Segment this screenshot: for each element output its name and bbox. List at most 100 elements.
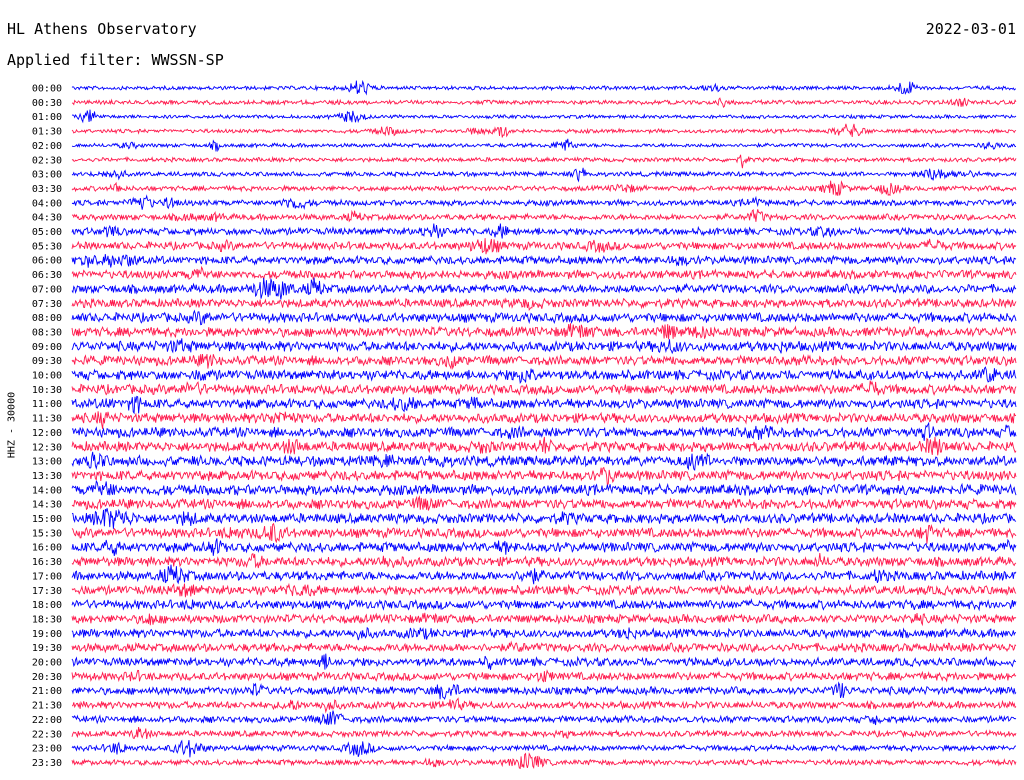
trace-row-0630 xyxy=(71,265,1017,281)
trace-row-1030 xyxy=(71,380,1017,396)
time-tick-label: 03:30 xyxy=(32,184,62,195)
trace-row-1100 xyxy=(71,395,1017,415)
time-tick-label: 12:30 xyxy=(32,442,62,453)
time-tick-label: 11:00 xyxy=(32,399,62,410)
time-tick-label: 10:30 xyxy=(32,385,62,396)
time-tick-label: 00:30 xyxy=(32,98,62,109)
trace-row-0430 xyxy=(71,208,1017,223)
time-tick-label: 07:00 xyxy=(32,284,62,295)
time-tick-label: 11:30 xyxy=(32,414,62,425)
trace-row-0900 xyxy=(71,338,1017,355)
time-tick-label: 21:00 xyxy=(32,686,62,697)
trace-row-2100 xyxy=(71,681,1017,700)
time-tick-label: 16:00 xyxy=(32,543,62,554)
time-tick-label: 20:00 xyxy=(32,658,62,669)
time-tick-label: 19:30 xyxy=(32,643,62,654)
trace-row-0130 xyxy=(71,123,1017,138)
trace-row-0230 xyxy=(71,154,1017,169)
time-tick-label: 08:30 xyxy=(32,327,62,338)
record-date: 2022-03-01 xyxy=(925,20,1016,38)
time-tick-label: 06:30 xyxy=(32,270,62,281)
time-tick-label: 20:30 xyxy=(32,672,62,683)
time-tick-label: 01:30 xyxy=(32,127,62,138)
trace-row-0300 xyxy=(71,167,1017,183)
trace-row-2030 xyxy=(71,669,1017,683)
trace-row-2300 xyxy=(71,739,1017,758)
time-tick-label: 01:00 xyxy=(32,112,62,123)
trace-row-0100 xyxy=(71,109,1017,124)
trace-row-0330 xyxy=(71,180,1017,197)
trace-row-1300 xyxy=(71,451,1017,472)
time-tick-label: 23:30 xyxy=(32,758,62,769)
trace-row-1930 xyxy=(71,640,1017,654)
trace-row-2230 xyxy=(71,727,1017,740)
time-tick-label: 22:30 xyxy=(32,729,62,740)
time-tick-label: 04:00 xyxy=(32,198,62,209)
trace-row-0830 xyxy=(71,323,1017,340)
time-tick-label: 08:00 xyxy=(32,313,62,324)
trace-row-1130 xyxy=(71,411,1017,429)
time-tick-label: 10:00 xyxy=(32,371,62,382)
time-tick-label: 03:00 xyxy=(32,170,62,181)
time-tick-label: 00:00 xyxy=(32,84,62,95)
trace-row-1700 xyxy=(71,564,1017,585)
time-tick-label: 04:30 xyxy=(32,213,62,224)
trace-row-0700 xyxy=(71,277,1017,300)
trace-row-0400 xyxy=(71,194,1017,211)
trace-row-2200 xyxy=(71,710,1017,726)
trace-row-0730 xyxy=(71,297,1017,311)
trace-row-1630 xyxy=(71,552,1017,569)
trace-row-1530 xyxy=(71,522,1017,544)
time-tick-label: 05:30 xyxy=(32,241,62,252)
trace-row-0200 xyxy=(71,138,1017,153)
time-tick-label: 17:00 xyxy=(32,571,62,582)
time-tick-label: 05:00 xyxy=(32,227,62,238)
trace-row-1800 xyxy=(71,598,1017,612)
filter-label: Applied filter: WWSSN-SP xyxy=(7,51,224,69)
time-tick-label: 21:30 xyxy=(32,701,62,712)
trace-row-1600 xyxy=(71,538,1017,556)
time-tick-label: 09:30 xyxy=(32,356,62,367)
time-tick-label: 15:30 xyxy=(32,528,62,539)
time-tick-label: 13:00 xyxy=(32,457,62,468)
time-tick-label: 07:30 xyxy=(32,299,62,310)
trace-row-0600 xyxy=(71,254,1017,268)
time-tick-label: 09:00 xyxy=(32,342,62,353)
time-tick-label: 02:30 xyxy=(32,155,62,166)
time-tick-label: 18:00 xyxy=(32,600,62,611)
observatory-title: HL Athens Observatory xyxy=(7,20,197,38)
trace-row-1400 xyxy=(71,479,1017,497)
time-tick-label: 17:30 xyxy=(32,586,62,597)
trace-row-1730 xyxy=(71,582,1017,598)
time-tick-label: 14:00 xyxy=(32,485,62,496)
trace-row-1330 xyxy=(71,466,1017,487)
time-tick-label: 23:00 xyxy=(32,744,62,755)
time-tick-label: 02:00 xyxy=(32,141,62,152)
trace-row-0530 xyxy=(71,238,1017,255)
time-tick-label: 12:00 xyxy=(32,428,62,439)
trace-row-2000 xyxy=(71,653,1017,670)
trace-row-1230 xyxy=(71,436,1017,456)
time-tick-label: 18:30 xyxy=(32,614,62,625)
trace-row-1430 xyxy=(71,495,1017,511)
trace-row-0800 xyxy=(71,309,1017,326)
trace-row-2130 xyxy=(71,697,1017,714)
time-tick-label: 19:00 xyxy=(32,629,62,640)
trace-row-0000 xyxy=(71,79,1017,96)
trace-row-1000 xyxy=(71,366,1017,385)
trace-row-0500 xyxy=(71,223,1017,239)
time-tick-label: 16:30 xyxy=(32,557,62,568)
time-tick-label: 06:00 xyxy=(32,256,62,267)
trace-row-1830 xyxy=(71,612,1017,627)
time-tick-label: 15:00 xyxy=(32,514,62,525)
time-tick-label: 14:30 xyxy=(32,500,62,511)
time-tick-label: 22:00 xyxy=(32,715,62,726)
time-tick-label: 13:30 xyxy=(32,471,62,482)
trace-row-2330 xyxy=(71,752,1017,770)
trace-row-1900 xyxy=(71,626,1016,641)
trace-row-0930 xyxy=(71,353,1017,370)
trace-row-1500 xyxy=(71,508,1017,529)
trace-row-1200 xyxy=(71,421,1017,441)
trace-row-0030 xyxy=(71,97,1017,109)
